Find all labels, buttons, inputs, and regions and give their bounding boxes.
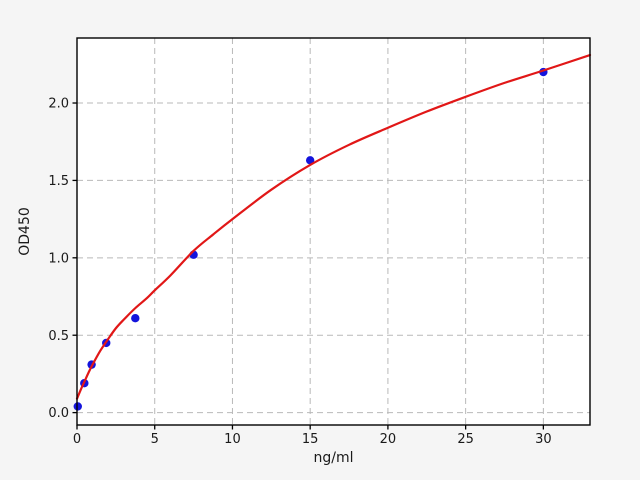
x-tick-label: 30 xyxy=(535,432,552,447)
fit-curve xyxy=(75,53,592,400)
axis-ticks xyxy=(72,102,545,430)
standard-points-marker xyxy=(73,402,82,411)
x-tick-label: 10 xyxy=(224,432,241,447)
y-tick-label: 0.5 xyxy=(48,329,69,344)
x-axis-label: ng/ml xyxy=(313,450,353,466)
axes-spines xyxy=(76,37,591,426)
x-tick-label: 0 xyxy=(73,432,81,447)
x-tick-label: 25 xyxy=(457,432,474,447)
y-tick-label: 1.0 xyxy=(48,251,69,266)
gridlines xyxy=(77,38,590,425)
series-layer xyxy=(73,53,592,411)
y-axis-label: OD450 xyxy=(17,207,33,256)
plot-area xyxy=(77,38,590,425)
spine-box xyxy=(76,37,591,426)
standard-points-marker xyxy=(131,313,140,323)
y-tick-label: 1.5 xyxy=(48,174,69,189)
y-tick-label: 2.0 xyxy=(48,97,69,112)
axis-tick-labels: 0 5 10 15 20 25 30 0.0 0.5 1.0 1.5 2.0 xyxy=(48,97,551,447)
x-tick-label: 5 xyxy=(151,432,159,447)
x-tick-label: 15 xyxy=(302,432,319,447)
y-tick-label: 0.0 xyxy=(48,406,69,421)
standard-points-marker xyxy=(305,156,315,165)
x-tick-label: 20 xyxy=(380,432,397,447)
